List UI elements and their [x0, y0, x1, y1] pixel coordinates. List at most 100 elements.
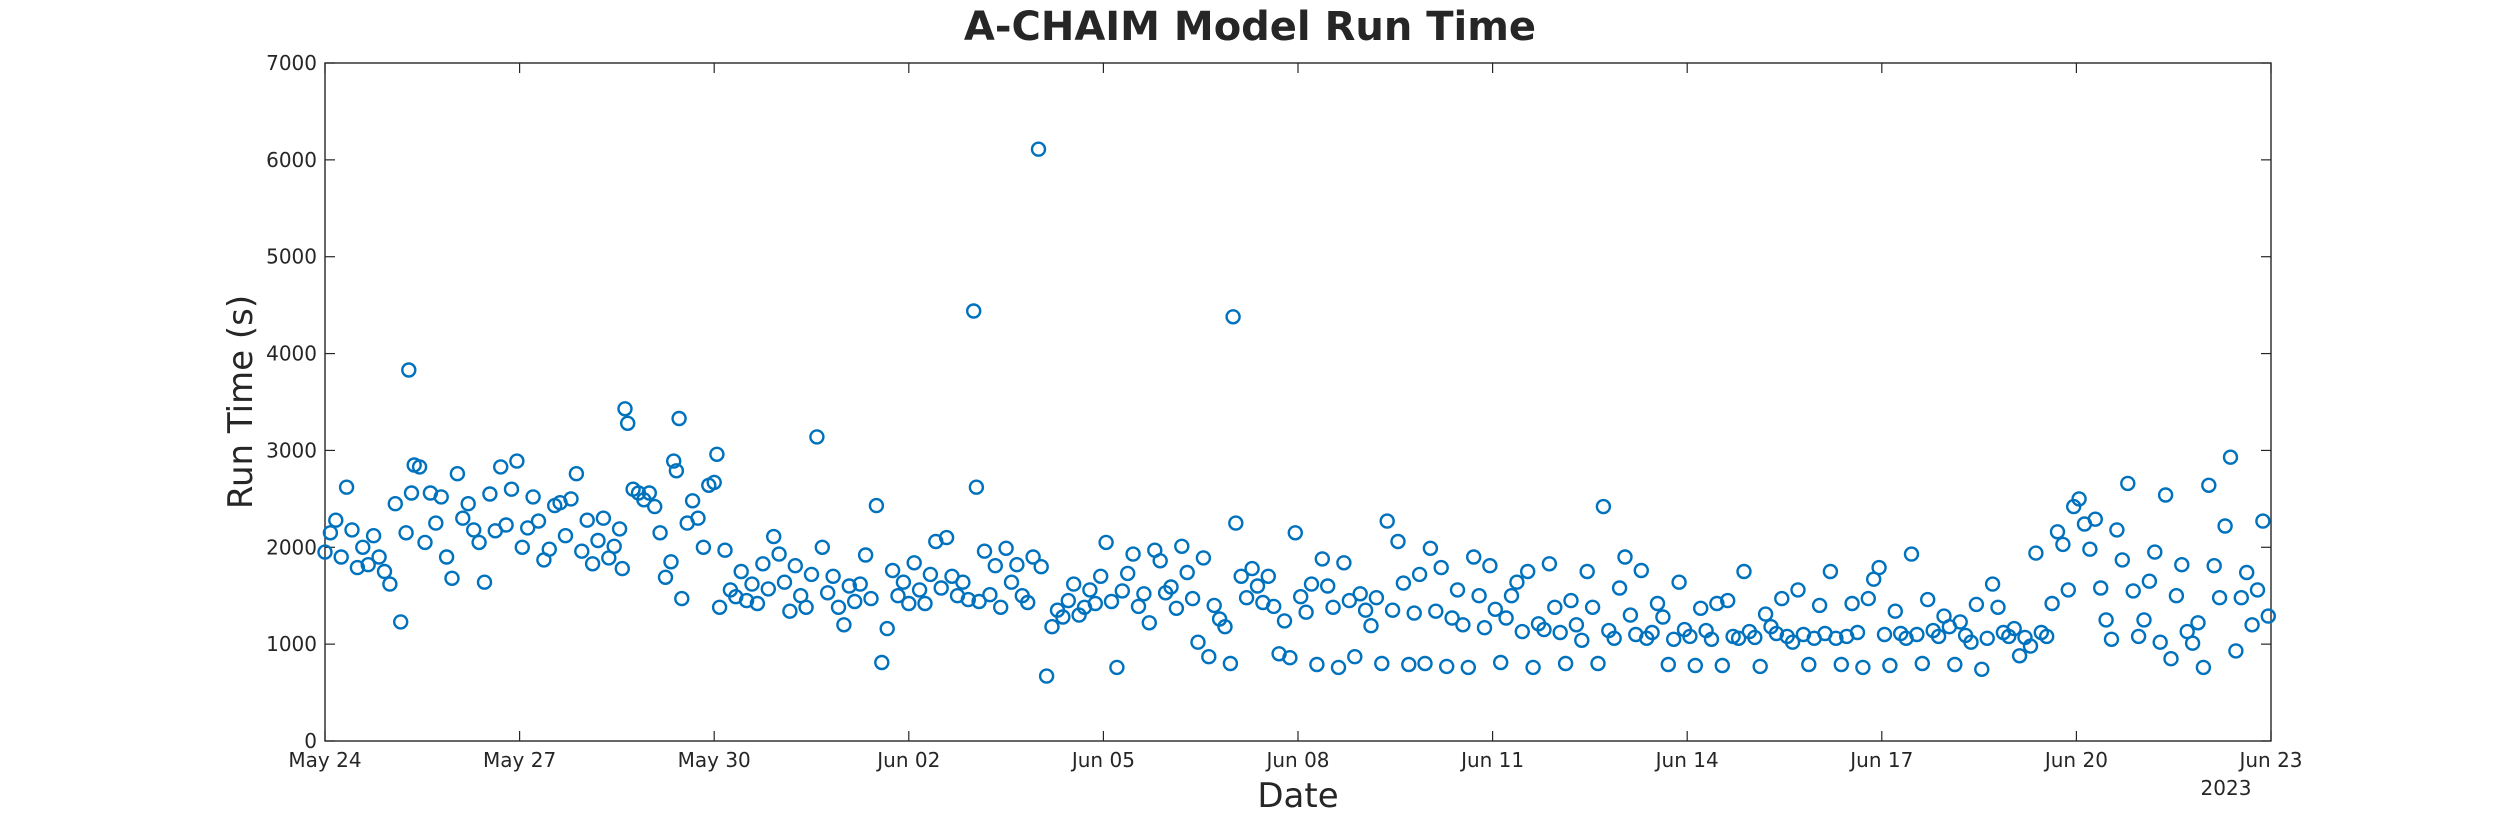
- data-point: [1590, 655, 1606, 672]
- data-point: [971, 593, 987, 610]
- data-point: [333, 549, 349, 565]
- data-point: [476, 574, 493, 590]
- data-point: [1119, 565, 1136, 582]
- data-point: [1098, 534, 1114, 551]
- data-point: [787, 558, 803, 574]
- data-point: [403, 485, 420, 501]
- data-point: [1206, 597, 1222, 614]
- data-point: [1606, 630, 1622, 646]
- data-point: [674, 590, 690, 607]
- data-point: [1260, 568, 1277, 584]
- data-point: [433, 489, 449, 505]
- data-point: [328, 512, 344, 528]
- data-point: [1644, 624, 1660, 641]
- data-point: [376, 563, 393, 580]
- data-point: [1833, 656, 1850, 673]
- data-point: [1909, 626, 1925, 643]
- data-point: [1087, 595, 1104, 612]
- data-point: [1579, 563, 1595, 580]
- data-point: [417, 534, 433, 551]
- data-point: [1547, 599, 1563, 615]
- y-tick-label: 3000: [266, 438, 317, 462]
- data-point: [393, 614, 409, 630]
- data-point: [901, 595, 917, 612]
- x-tick-label: Jun 05: [1070, 748, 1135, 772]
- data-point: [879, 620, 895, 637]
- data-point: [1341, 592, 1358, 609]
- data-point: [1487, 601, 1504, 617]
- data-point: [1968, 596, 1985, 613]
- data-points: [317, 141, 2277, 684]
- data-point: [360, 557, 376, 573]
- data-point: [1919, 591, 1936, 608]
- data-point: [982, 587, 998, 603]
- data-point: [1130, 598, 1147, 615]
- data-point: [863, 590, 879, 607]
- data-point: [444, 570, 460, 586]
- data-point: [2087, 511, 2104, 527]
- data-point: [365, 528, 382, 544]
- x-tick-label: Jun 23: [2237, 748, 2302, 772]
- data-point: [2049, 524, 2066, 540]
- data-point: [1476, 620, 1493, 636]
- data-point: [449, 466, 466, 482]
- data-point: [841, 578, 857, 594]
- data-point: [611, 521, 628, 537]
- data-point: [917, 595, 933, 612]
- data-point: [1201, 649, 1217, 665]
- data-point: [738, 592, 755, 609]
- data-point: [2228, 643, 2244, 659]
- data-point: [2114, 552, 2131, 568]
- data-point: [401, 362, 417, 378]
- data-point: [2168, 588, 2185, 604]
- data-point: [1298, 604, 1314, 620]
- y-axis-title: Run Time (s): [221, 295, 261, 509]
- data-point: [590, 532, 606, 549]
- data-point: [1325, 599, 1341, 615]
- data-point: [1682, 628, 1698, 645]
- data-point: [2044, 595, 2060, 612]
- x-tick-label: Jun 02: [875, 748, 940, 772]
- data-point: [498, 517, 514, 533]
- data-point: [509, 453, 525, 469]
- data-point: [1747, 629, 1763, 646]
- data-point: [1455, 617, 1471, 633]
- data-point: [2190, 615, 2206, 631]
- data-point: [771, 546, 787, 562]
- data-point: [744, 576, 760, 592]
- data-point: [1384, 602, 1401, 618]
- data-point: [1784, 634, 1801, 650]
- data-point: [530, 513, 547, 529]
- data-point: [884, 562, 901, 579]
- data-point: [1719, 592, 1736, 609]
- data-point: [1406, 605, 1422, 621]
- data-point: [1979, 630, 1995, 646]
- data-point: [1428, 603, 1444, 619]
- data-point: [1347, 649, 1363, 665]
- y-tick-label: 6000: [266, 148, 317, 172]
- data-point: [1225, 309, 1241, 325]
- data-point: [1574, 632, 1590, 648]
- data-point: [1368, 590, 1385, 606]
- data-point: [1503, 588, 1520, 604]
- data-point: [874, 654, 890, 671]
- data-point: [1417, 655, 1433, 672]
- data-point: [1233, 568, 1249, 584]
- y-tick-label: 4000: [266, 342, 317, 366]
- data-point: [1390, 533, 1406, 550]
- data-point: [690, 510, 706, 526]
- data-point: [1947, 656, 1963, 673]
- data-point: [568, 466, 585, 482]
- data-point: [766, 528, 782, 545]
- data-point: [749, 595, 766, 612]
- data-point: [1687, 657, 1704, 674]
- data-point: [1019, 594, 1036, 611]
- data-point: [1498, 610, 1514, 626]
- data-point: [1633, 562, 1650, 579]
- data-point: [1860, 590, 1877, 607]
- data-point: [1222, 655, 1239, 672]
- data-point: [1557, 655, 1574, 672]
- data-point: [1141, 615, 1158, 631]
- data-point: [317, 544, 333, 560]
- data-point: [1082, 582, 1098, 598]
